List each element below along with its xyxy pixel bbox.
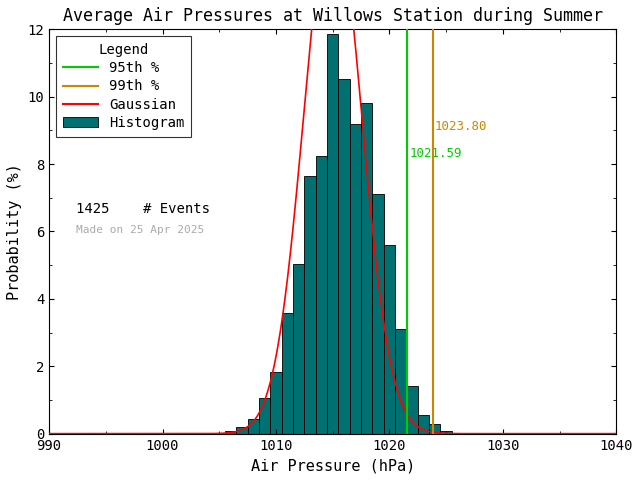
Text: Made on 25 Apr 2025: Made on 25 Apr 2025 bbox=[76, 226, 205, 236]
Bar bbox=[406, 386, 418, 433]
Legend: 95th %, 99th %, Gaussian, Histogram: 95th %, 99th %, Gaussian, Histogram bbox=[56, 36, 191, 137]
Y-axis label: Probability (%): Probability (%) bbox=[7, 163, 22, 300]
Bar bbox=[225, 432, 236, 433]
Text: 1023.80: 1023.80 bbox=[435, 120, 487, 133]
Bar bbox=[361, 103, 372, 433]
Bar bbox=[440, 432, 452, 433]
Bar bbox=[282, 313, 293, 433]
Bar bbox=[418, 415, 429, 433]
Bar bbox=[429, 424, 440, 433]
Bar bbox=[327, 34, 339, 433]
Bar bbox=[395, 329, 406, 433]
Bar bbox=[316, 156, 327, 433]
Bar bbox=[248, 420, 259, 433]
Text: 1425    # Events: 1425 # Events bbox=[76, 202, 211, 216]
Text: 1021.59: 1021.59 bbox=[410, 147, 462, 160]
Bar bbox=[349, 124, 361, 433]
Bar bbox=[270, 372, 282, 433]
Bar bbox=[305, 176, 316, 433]
Bar bbox=[372, 194, 384, 433]
Bar bbox=[384, 245, 395, 433]
Bar bbox=[339, 79, 349, 433]
Bar bbox=[293, 264, 305, 433]
X-axis label: Air Pressure (hPa): Air Pressure (hPa) bbox=[251, 458, 415, 473]
Bar bbox=[259, 398, 270, 433]
Bar bbox=[236, 427, 248, 433]
Title: Average Air Pressures at Willows Station during Summer: Average Air Pressures at Willows Station… bbox=[63, 7, 603, 25]
